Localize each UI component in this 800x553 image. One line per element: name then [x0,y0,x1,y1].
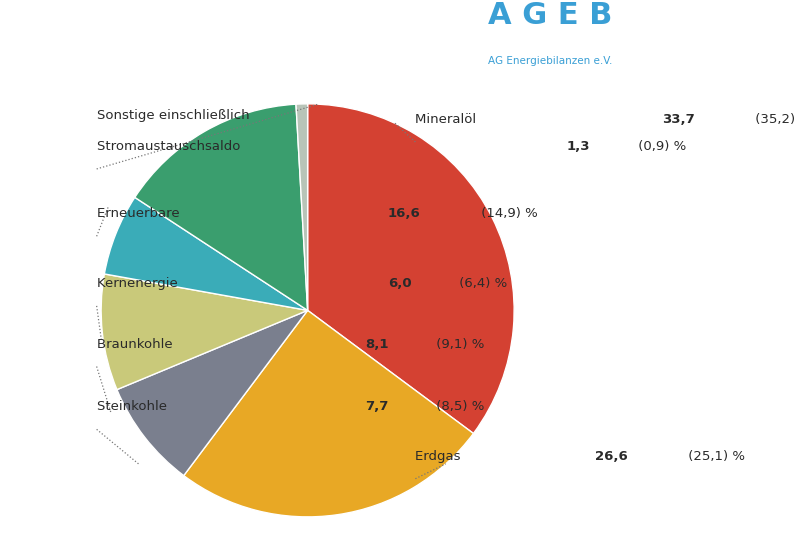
Text: Erneuerbare: Erneuerbare [97,207,188,220]
Text: (35,2) %: (35,2) % [751,113,800,126]
Wedge shape [184,310,474,517]
Text: Sonstige einschließlich: Sonstige einschließlich [97,108,250,122]
Wedge shape [296,104,308,310]
Text: Mineralöl: Mineralöl [415,113,485,126]
Text: 6,0: 6,0 [388,277,411,290]
Wedge shape [134,104,308,310]
Text: 26,6: 26,6 [594,450,627,463]
Wedge shape [101,274,308,390]
Wedge shape [117,310,308,476]
Wedge shape [104,197,308,310]
Text: 8,1: 8,1 [366,337,389,351]
Text: 33,7: 33,7 [662,113,694,126]
Text: (9,1) %: (9,1) % [433,337,485,351]
Text: AG Energiebilanzen e.V.: AG Energiebilanzen e.V. [488,56,613,66]
Text: Kernenergie: Kernenergie [97,277,186,290]
Text: (8,5) %: (8,5) % [433,400,485,414]
Text: (14,9) %: (14,9) % [478,207,538,220]
Text: 16,6: 16,6 [388,207,421,220]
Text: 7,7: 7,7 [366,400,389,414]
Text: Steinkohle: Steinkohle [97,400,175,414]
Text: Braunkohle: Braunkohle [97,337,181,351]
Text: (0,9) %: (0,9) % [634,140,686,153]
Wedge shape [308,104,514,434]
Text: 1,3: 1,3 [567,140,590,153]
Text: (25,1) %: (25,1) % [684,450,745,463]
Text: Erdgas: Erdgas [415,450,470,463]
Text: A G E B: A G E B [488,1,613,30]
Text: (6,4) %: (6,4) % [455,277,507,290]
Text: Stromaustauschsaldo: Stromaustauschsaldo [97,140,249,153]
